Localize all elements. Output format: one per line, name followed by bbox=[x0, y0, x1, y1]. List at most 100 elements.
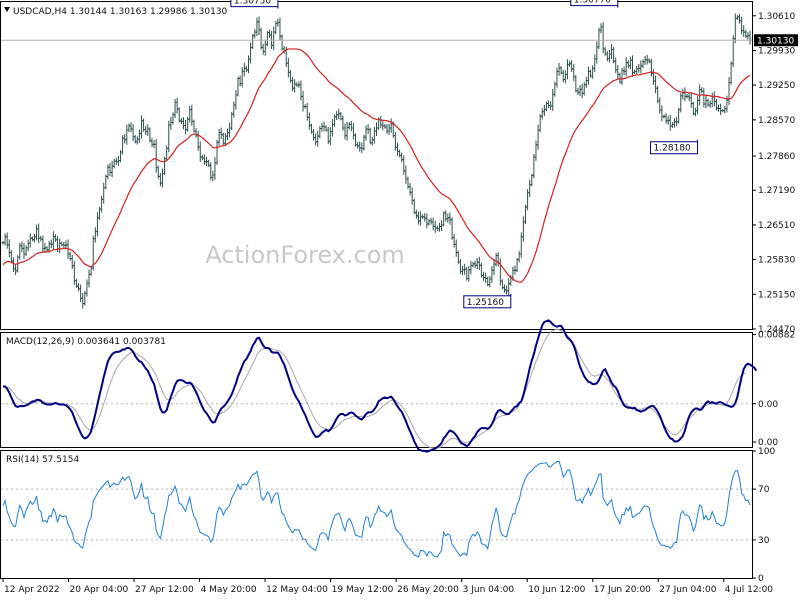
price-bar bbox=[521, 216, 525, 242]
price-bar bbox=[335, 111, 339, 121]
price-bar bbox=[35, 224, 39, 241]
price-bar bbox=[349, 120, 353, 132]
price-bar bbox=[536, 124, 540, 150]
price-bar bbox=[318, 126, 322, 139]
price-bar bbox=[693, 107, 697, 117]
price-bar bbox=[370, 136, 374, 146]
rsi-lines bbox=[2, 460, 751, 558]
rsi-grid bbox=[1, 488, 752, 541]
price-bar bbox=[473, 260, 477, 268]
price-bar bbox=[244, 65, 248, 73]
price-bar bbox=[148, 127, 152, 143]
price-bar bbox=[24, 245, 28, 257]
price-bar bbox=[110, 160, 114, 178]
price-bar bbox=[425, 213, 429, 229]
price-bar bbox=[375, 122, 378, 136]
price-bar bbox=[139, 115, 143, 139]
price-bar bbox=[112, 158, 116, 169]
price-bar bbox=[100, 195, 104, 213]
price-bar bbox=[95, 212, 99, 237]
price-bar bbox=[379, 116, 383, 129]
price-bar bbox=[740, 16, 744, 35]
price-bar bbox=[343, 123, 347, 140]
price-bar bbox=[144, 125, 148, 135]
price-axis-label: 1.29930 bbox=[758, 46, 795, 56]
price-bar bbox=[433, 221, 437, 233]
price-bar bbox=[45, 246, 49, 252]
price-bar bbox=[261, 43, 265, 55]
price-bar bbox=[240, 67, 244, 88]
time-axis-label: 27 Apr 12:00 bbox=[135, 585, 194, 595]
price-bar bbox=[727, 77, 731, 105]
price-bar bbox=[681, 88, 685, 100]
price-bar bbox=[200, 154, 204, 161]
price-bar bbox=[280, 34, 284, 51]
price-bar bbox=[440, 220, 444, 231]
price-annotation: 1.30770 bbox=[570, 0, 619, 8]
price-bar bbox=[253, 29, 257, 39]
price-bar bbox=[125, 124, 129, 145]
price-bar bbox=[129, 122, 133, 133]
price-bar bbox=[32, 233, 36, 243]
price-bar bbox=[272, 26, 276, 51]
price-axis-label: 1.26510 bbox=[758, 221, 795, 231]
price-annotations: 1.30750 1.25160 1.30770 1.28180 bbox=[230, 0, 699, 309]
price-bar bbox=[599, 23, 603, 34]
price-annotation: 1.30750 bbox=[230, 0, 279, 9]
price-bar bbox=[561, 69, 565, 83]
price-bar bbox=[738, 13, 742, 24]
price-bar bbox=[314, 133, 318, 146]
price-bar bbox=[395, 142, 399, 156]
price-bar bbox=[400, 152, 404, 163]
time-axis-label: 4 Jul 12:00 bbox=[725, 585, 774, 595]
price-bar bbox=[146, 124, 150, 136]
price-bar bbox=[576, 87, 580, 96]
macd-axis-label: 0.00882 bbox=[758, 330, 795, 340]
header-triangle-icon bbox=[4, 7, 10, 12]
price-bar bbox=[572, 63, 576, 82]
price-bar bbox=[135, 136, 139, 145]
price-bar bbox=[175, 97, 179, 114]
price-bar bbox=[236, 76, 240, 97]
price-panel-frame bbox=[0, 1, 753, 330]
price-bars bbox=[1, 13, 752, 309]
price-bar bbox=[68, 251, 72, 261]
price-bar bbox=[677, 107, 681, 124]
price-bar bbox=[528, 179, 532, 198]
price-bar bbox=[532, 154, 536, 179]
price-bar bbox=[496, 251, 500, 267]
price-bar bbox=[51, 231, 55, 250]
price-bar bbox=[423, 213, 427, 222]
price-bar bbox=[301, 90, 305, 112]
price-bar bbox=[219, 127, 223, 139]
price-bar bbox=[28, 233, 32, 248]
annotation-label: 1.30750 bbox=[234, 0, 271, 7]
price-bar bbox=[557, 62, 561, 76]
price-bar bbox=[215, 139, 219, 165]
time-axis-label: 19 May 12:00 bbox=[332, 585, 394, 595]
price-bar bbox=[523, 204, 527, 225]
annotation-label: 1.30770 bbox=[574, 0, 611, 6]
price-bar bbox=[364, 125, 368, 141]
price-bar bbox=[108, 163, 112, 177]
macd-lines bbox=[3, 319, 758, 453]
price-bar bbox=[710, 92, 714, 108]
time-axis-label: 26 May 20:00 bbox=[397, 585, 459, 595]
macd-axis: 0.00882 0.00 0.00 bbox=[752, 330, 795, 448]
price-bar bbox=[414, 209, 418, 219]
price-bar bbox=[712, 91, 716, 107]
price-bar bbox=[748, 30, 752, 45]
price-bar bbox=[416, 211, 420, 225]
price-bar bbox=[742, 25, 746, 38]
price-bar bbox=[351, 123, 355, 140]
rsi-axis: 100 70 30 0 bbox=[752, 447, 775, 584]
price-bar bbox=[232, 101, 236, 118]
annotation-label: 1.28180 bbox=[654, 144, 691, 154]
current-price-line: 1.30130 bbox=[1, 34, 798, 47]
price-bar bbox=[328, 127, 332, 146]
price-bar bbox=[696, 96, 700, 115]
macd-line bbox=[3, 319, 758, 453]
price-axis-label: 1.24470 bbox=[758, 325, 795, 335]
price-bar bbox=[295, 82, 299, 87]
price-bar bbox=[211, 170, 215, 182]
